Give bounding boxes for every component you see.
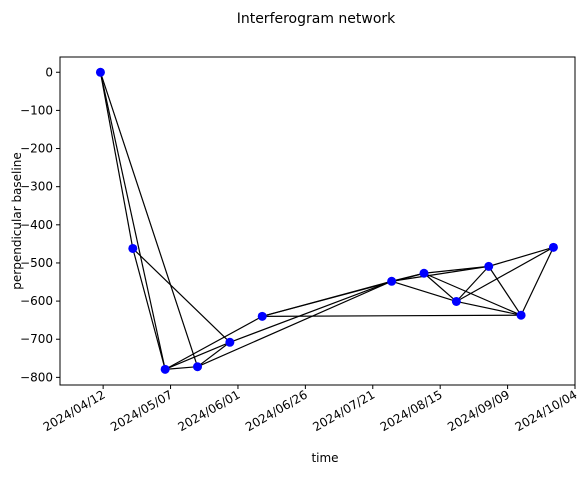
edge — [164, 315, 263, 370]
point — [225, 337, 235, 347]
edge — [423, 272, 457, 302]
edge — [164, 341, 231, 370]
edge — [262, 314, 522, 317]
y-tick-label: −300 — [20, 180, 53, 194]
point — [548, 242, 558, 252]
edge — [520, 247, 554, 316]
point — [128, 243, 138, 253]
x-tick-label: 2024/10/04 — [513, 387, 580, 434]
edge — [455, 265, 490, 302]
point — [419, 268, 429, 278]
edge — [197, 341, 231, 368]
edge — [391, 280, 457, 303]
edge — [99, 72, 166, 370]
x-tick-label: 2024/08/15 — [378, 387, 445, 434]
y-axis-label: perpendicular baseline — [10, 152, 24, 289]
x-tick-label: 2024/06/01 — [176, 387, 243, 434]
point — [451, 296, 461, 306]
edge — [391, 265, 489, 282]
point — [387, 276, 397, 286]
plot-frame — [59, 56, 576, 386]
x-tick-label: 2024/07/21 — [310, 387, 377, 434]
edge — [165, 366, 198, 370]
edge — [197, 280, 392, 368]
y-tick-label: −400 — [20, 218, 53, 232]
x-axis-label: time — [311, 451, 338, 465]
point — [484, 261, 494, 271]
edge — [132, 248, 166, 370]
x-tick-label: 2024/04/12 — [41, 387, 108, 434]
edge — [488, 246, 554, 267]
edge — [488, 266, 522, 316]
edge — [99, 72, 199, 367]
edge — [423, 265, 489, 274]
edge — [132, 248, 231, 343]
x-tick-label: 2024/09/09 — [445, 387, 512, 434]
x-tick-label: 2024/06/26 — [243, 387, 310, 434]
edge — [423, 272, 522, 316]
y-tick-label: −200 — [20, 142, 53, 156]
y-tick-label: −500 — [20, 256, 53, 270]
edge — [229, 280, 392, 343]
y-tick-label: −600 — [20, 294, 53, 308]
point — [193, 362, 203, 372]
point — [257, 311, 267, 321]
point — [160, 364, 170, 374]
y-tick-label: −700 — [20, 332, 53, 346]
x-tick-label: 2024/05/07 — [108, 387, 175, 434]
y-tick-label: −100 — [20, 103, 53, 117]
point — [95, 67, 105, 77]
y-tick-label: −800 — [20, 370, 53, 384]
point — [516, 310, 526, 320]
edge — [456, 246, 554, 302]
chart-title: Interferogram network — [237, 11, 396, 27]
y-tick-label: 0 — [45, 65, 53, 79]
edge — [456, 300, 522, 316]
edge — [99, 72, 134, 249]
